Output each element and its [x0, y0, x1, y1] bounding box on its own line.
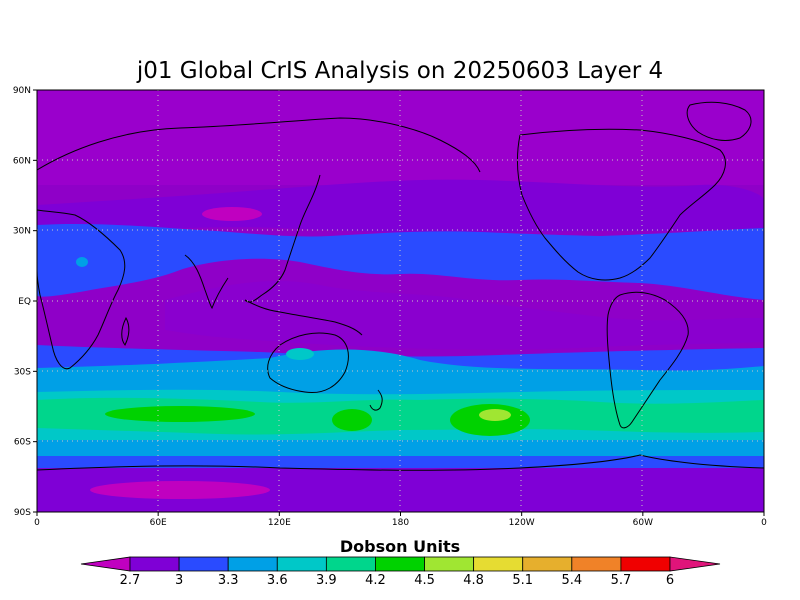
asia-east-outline	[244, 174, 321, 303]
x-tick-label: 60E	[150, 518, 167, 528]
australia-outline	[267, 332, 349, 394]
africa-outline	[37, 209, 126, 370]
colorbar: 2.7 3 3.3 3.6 3.9 4.2 4.5 4.8 5.1 5.4 5.7 6	[80, 556, 721, 588]
colorbar-swatch	[522, 556, 573, 572]
colorbar-label: 3.3	[218, 573, 239, 588]
x-tick-label: 60W	[633, 518, 653, 528]
colorbar-label: 3.9	[316, 573, 337, 588]
x-axis-ticks: 0 60E 120E 180 120W 60W 0	[34, 512, 767, 528]
colorbar-swatch	[178, 556, 229, 572]
y-tick-label: 60N	[13, 156, 31, 166]
colorbar-swatch	[276, 556, 327, 572]
colorbar-swatch	[227, 556, 278, 572]
x-tick-label: 120W	[509, 518, 535, 528]
y-tick-label: 90S	[14, 508, 31, 518]
spot-australia	[286, 348, 314, 360]
y-tick-label: 60S	[14, 438, 31, 448]
y-tick-label: 90N	[13, 86, 31, 96]
colorbar-label: 4.2	[365, 573, 386, 588]
colorbar-label: 5.7	[611, 573, 632, 588]
colorbar-title: Dobson Units	[340, 537, 460, 556]
colorbar-swatch	[325, 556, 376, 572]
coastlines	[37, 101, 764, 471]
spot-west-africa	[76, 257, 88, 267]
patch-south-pacific-max	[479, 409, 511, 421]
colorbar-label: 6	[666, 573, 674, 588]
y-tick-label: 30S	[14, 367, 31, 377]
colorbar-label: 4.8	[463, 573, 484, 588]
spot-asia-min	[202, 207, 262, 221]
eurasia-north-outline	[37, 117, 481, 173]
band-north-subtropics	[37, 223, 764, 300]
patch-indian-ocean	[105, 406, 255, 422]
patch-antarctic-low	[90, 481, 270, 499]
map-title: j01 Global CrIS Analysis on 20250603 Lay…	[136, 58, 663, 84]
colorbar-label: 3	[175, 573, 183, 588]
x-tick-label: 120E	[268, 518, 291, 528]
x-tick-label: 180	[392, 518, 409, 528]
colorbar-label: 3.6	[267, 573, 288, 588]
new-zealand-outline	[369, 389, 383, 411]
x-tick-label: 0	[761, 518, 767, 528]
north-america-outline	[516, 128, 726, 281]
colorbar-swatch	[375, 556, 425, 572]
colorbar-swatch	[129, 556, 180, 572]
patch-tasman	[332, 409, 372, 431]
antarctica-outline	[37, 454, 764, 471]
y-tick-label: EQ	[18, 297, 31, 307]
colorbar-over-arrow	[669, 556, 721, 572]
map-plot-area	[37, 90, 764, 512]
colorbar-swatch	[424, 556, 475, 572]
madagascar-outline	[121, 316, 130, 346]
colorbar-label: 2.7	[120, 573, 141, 588]
colorbar-label: 4.5	[414, 573, 435, 588]
colorbar-swatch	[571, 556, 622, 572]
colorbar-under-arrow	[80, 556, 131, 572]
colorbar-label: 5.4	[561, 573, 582, 588]
south-america-outline	[606, 291, 689, 429]
y-axis-ticks: 90N 60N 30N EQ 30S 60S 90S	[13, 86, 37, 518]
band-south-4-2	[37, 397, 764, 435]
x-tick-label: 0	[34, 518, 40, 528]
colorbar-label: 5.1	[512, 573, 533, 588]
graticule	[37, 90, 764, 512]
colorbar-swatch	[620, 556, 671, 572]
greenland-outline	[686, 101, 752, 141]
y-tick-label: 30N	[13, 227, 31, 237]
india-outline	[184, 254, 229, 310]
colorbar-swatch	[473, 556, 524, 572]
band-tropics	[165, 280, 764, 350]
indonesia-outline	[244, 299, 363, 336]
